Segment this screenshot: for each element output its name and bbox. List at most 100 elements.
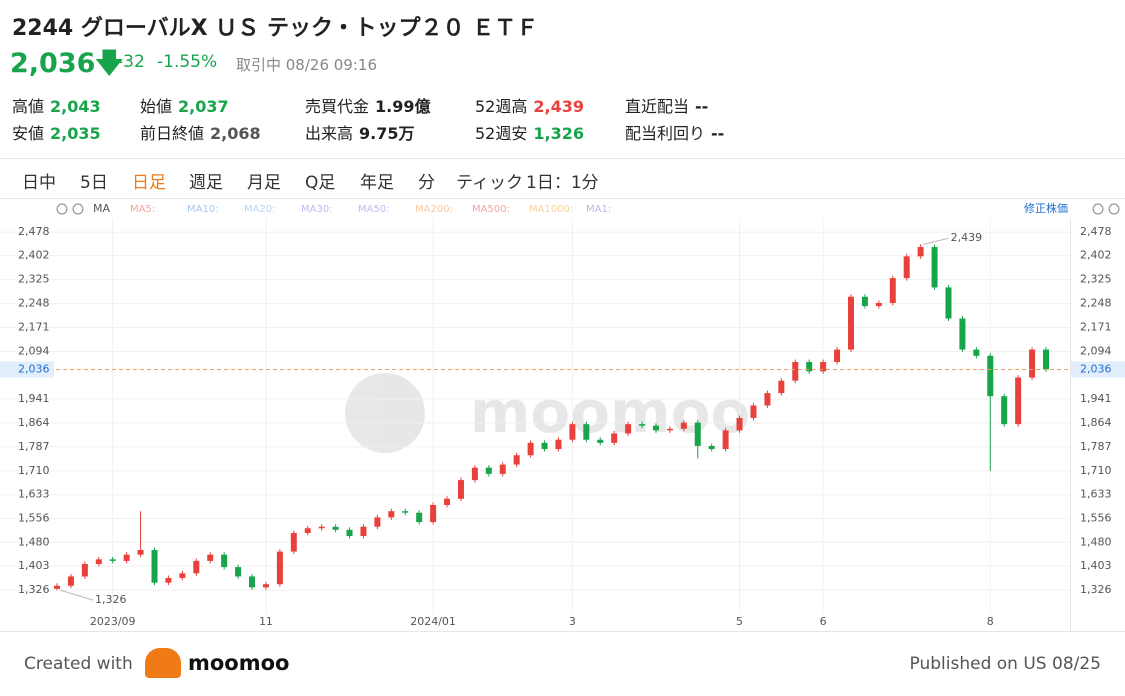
candle-body [764,393,771,406]
zoom-out[interactable] [1092,203,1104,215]
candle-body [499,464,506,474]
candle-body [109,559,116,561]
candle-body [959,318,966,350]
adjust-toggle[interactable]: 修正株価 [1024,201,1068,215]
y-tick-label: 2,094 [1080,344,1112,357]
stat-value: 2,037 [178,97,229,116]
stat-label: 直近配当 [625,97,690,116]
candle-body [276,551,283,585]
candle-body [485,467,492,474]
candle-body [346,529,353,537]
candle-body [513,455,520,465]
y-tick-label: 1,403 [1080,559,1112,572]
candle-body [680,422,687,429]
divider [0,158,1125,159]
y-tick-label: 1,787 [1080,440,1112,453]
candle-body [889,278,896,303]
candle-body [151,550,158,583]
stat-label: 出来高 [305,124,354,143]
candle-body [207,554,214,561]
y-tick-label: 1,326 [1080,583,1112,596]
tab[interactable]: Q足 [305,173,336,193]
y-tick-label: 1,941 [18,392,50,405]
tab[interactable]: 週足 [189,173,223,193]
tab[interactable]: 日中 [22,173,56,193]
change: -32 [117,52,145,72]
candle-body [332,526,339,530]
candle-body [95,559,102,565]
last-price-label: 2,036 [18,362,50,375]
tab[interactable]: 日足 [132,173,166,193]
annotation: 2,439 [951,231,983,244]
stat-label: 52週安 [475,124,528,143]
ma-item: MA5: [130,204,155,215]
tab[interactable]: 1日：1分 [526,173,599,193]
tab[interactable]: 年足 [360,173,394,193]
candle-body [290,532,297,552]
candle-body [917,247,924,257]
candle-body [875,302,882,307]
tab[interactable]: 5日 [80,173,108,193]
candle-body [123,554,130,561]
x-tick-label: 5 [736,615,743,628]
settings-icon[interactable] [56,203,68,215]
price-value: 2,036 [10,48,96,79]
x-tick-label: 8 [987,615,994,628]
candle-body [430,504,437,523]
y-tick-label: 1,864 [18,416,50,429]
brand: moomoo [188,651,290,675]
candle-body [597,439,604,443]
candle-body [666,428,673,431]
y-tick-label: 1,403 [18,559,50,572]
candle-body [834,349,841,363]
tab[interactable]: ティック [456,173,523,193]
stat: 直近配当 -- [625,93,708,117]
stat-label: 前日終値 [140,124,205,143]
candle-body [262,584,269,588]
candle-body [694,422,701,446]
candle-body [193,560,200,574]
y-tick-label: 1,787 [18,440,50,453]
candle-body [639,424,646,426]
x-tick-label: 3 [569,615,576,628]
ma-item: MA1000: [529,204,573,215]
candle-body [1029,349,1036,378]
ma-item: MA50: [358,204,390,215]
price: 2,036🡇 [10,48,124,79]
y-tick-label: 2,402 [1080,249,1112,262]
indicator-name[interactable]: MA [93,202,110,215]
candle-body [625,424,632,434]
candle-body [945,287,952,319]
x-tick-label: 11 [259,615,273,628]
eye-icon[interactable] [72,203,84,215]
tab[interactable]: 月足 [247,173,281,193]
y-tick-label: 2,171 [18,321,50,334]
stat-label: 高値 [12,97,45,116]
annotation-leader [59,589,94,601]
stat: 配当利回り -- [625,120,724,144]
y-tick-label: 1,633 [18,488,50,501]
candle-body [457,480,464,499]
candle-body [931,247,938,288]
candle-body [416,512,423,523]
zoom-in[interactable] [1108,203,1120,215]
y-tick-label: 1,556 [18,512,50,525]
y-tick-label: 2,248 [1080,297,1112,310]
tab[interactable]: 分 [418,173,435,193]
candle-body [360,526,367,537]
published: Published on US 08/25 [909,654,1101,674]
candle-body [722,430,729,450]
candle-body [179,573,186,578]
candle-body [806,362,813,372]
stat-value: 2,068 [210,124,261,143]
ma-item: MA500: [472,204,510,215]
candle-body [583,424,590,440]
stat-value: -- [711,124,725,143]
candle-body [67,576,74,586]
candle-body [318,526,325,529]
stat: 52週高 2,439 [475,93,584,117]
candle-body [1001,396,1008,425]
x-tick-label: 2023/09 [90,615,136,628]
stat-label: 配当利回り [625,124,706,143]
stat: 前日終値 2,068 [140,120,261,144]
